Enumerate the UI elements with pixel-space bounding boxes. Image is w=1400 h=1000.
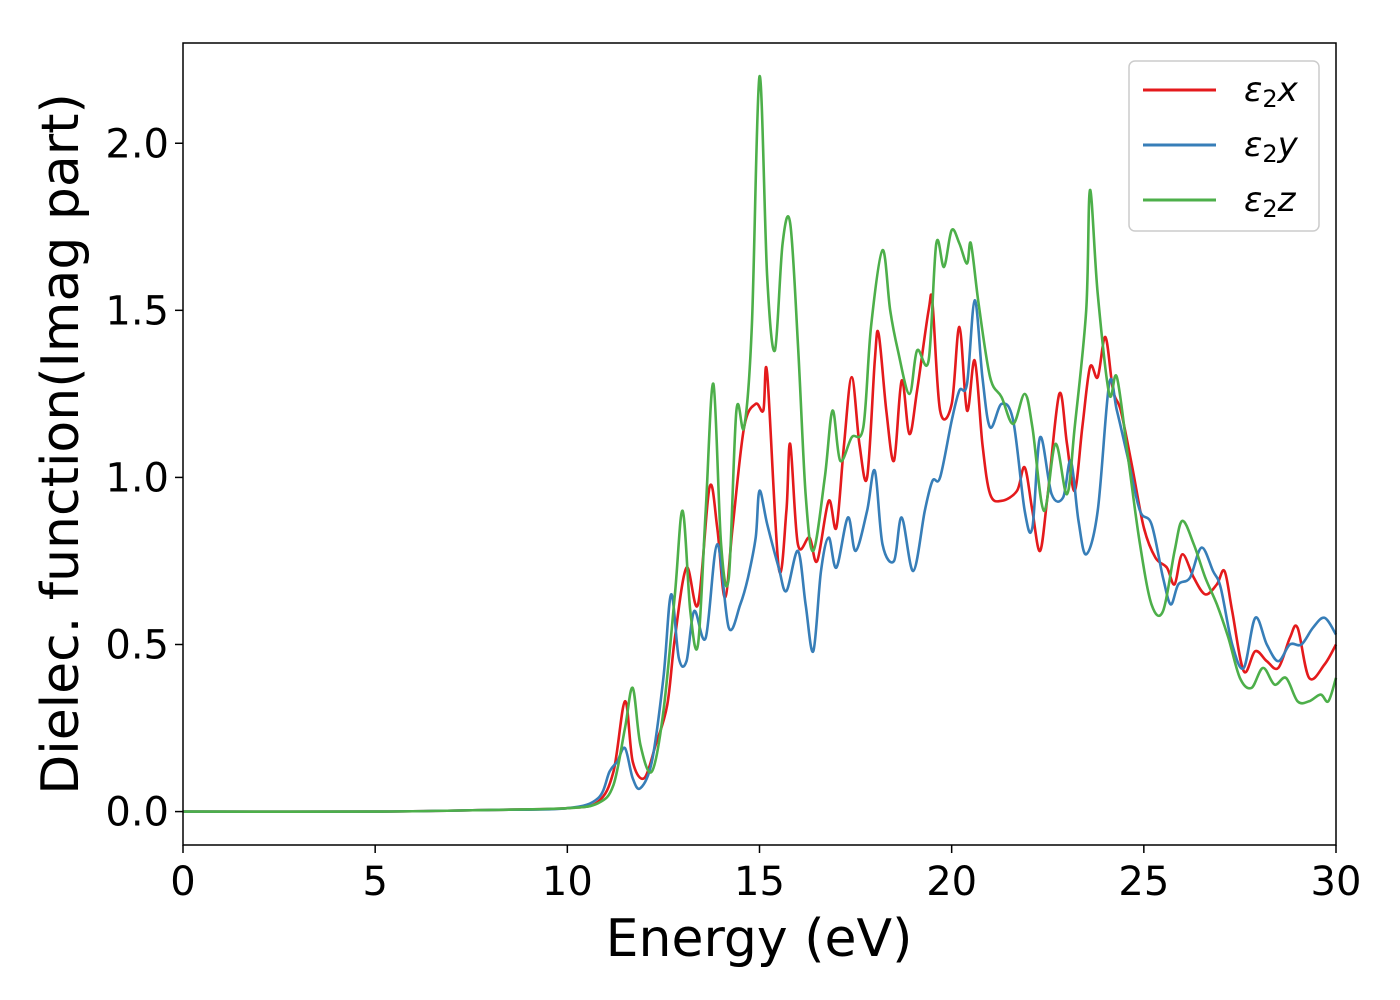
x-tick-label: 5 xyxy=(362,859,387,905)
x-tick-label: 0 xyxy=(170,859,195,905)
y-tick-label: 0.0 xyxy=(105,790,169,836)
x-tick-label: 10 xyxy=(542,859,593,905)
legend-label-x: ε2x xyxy=(1244,70,1299,113)
y-tick-label: 1.0 xyxy=(105,455,169,501)
series-line-y xyxy=(182,298,1338,814)
series-line-x xyxy=(182,293,1338,814)
y-tick-label: 0.5 xyxy=(105,623,169,669)
y-tick-label: 2.0 xyxy=(105,121,169,167)
x-tick-label: 25 xyxy=(1118,859,1169,905)
y-tick-label: 1.5 xyxy=(105,288,169,334)
plot-lines xyxy=(182,75,1338,814)
x-axis-ticks: 0 5 10 15 20 25 30 xyxy=(170,845,1361,905)
y-axis-ticks: 0.0 0.5 1.0 1.5 2.0 xyxy=(105,121,183,836)
legend-label-y: ε2y xyxy=(1244,125,1299,168)
legend: ε2x ε2y ε2z xyxy=(1128,60,1320,232)
legend-box xyxy=(1128,60,1320,232)
y-axis-label: Dielec. function(Imag part) xyxy=(31,93,91,795)
x-tick-label: 20 xyxy=(926,859,977,905)
series-line-z xyxy=(182,75,1338,814)
x-tick-label: 15 xyxy=(734,859,785,905)
x-axis-label: Energy (eV) xyxy=(606,909,913,969)
x-tick-label: 30 xyxy=(1311,859,1362,905)
legend-label-z: ε2z xyxy=(1244,180,1297,223)
